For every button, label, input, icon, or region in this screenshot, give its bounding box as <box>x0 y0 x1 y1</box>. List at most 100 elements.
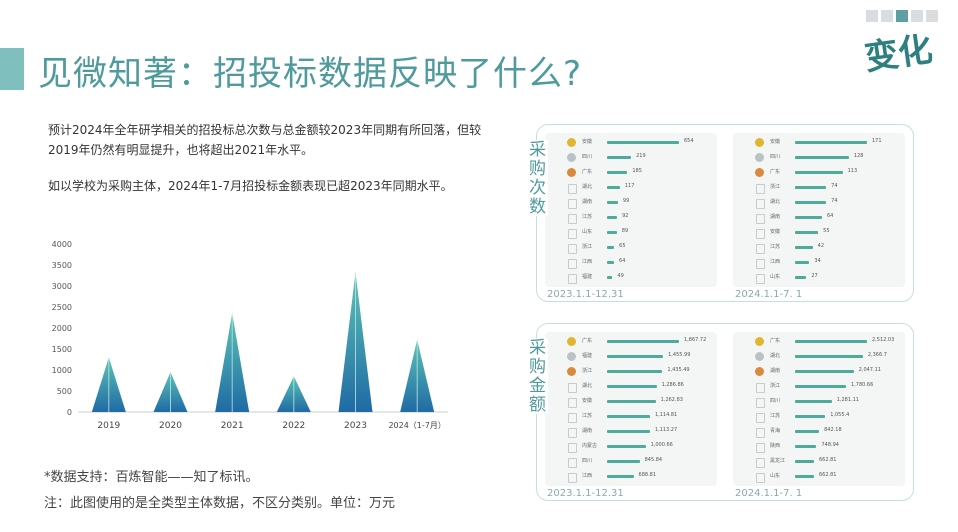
rank-row: 广东 185 <box>545 167 717 181</box>
rank-icon <box>568 413 577 423</box>
medal-icon <box>755 168 764 177</box>
rank-value: 171 <box>872 138 882 144</box>
rank-row: 安徽 171 <box>733 137 905 151</box>
rank-value: 1,113.27 <box>654 427 678 433</box>
rank-row: 青海 842.18 <box>733 426 905 440</box>
province-name: 内蒙古 <box>582 443 598 449</box>
y-tick-label: 3000 <box>52 282 72 291</box>
rank-bar <box>607 261 615 264</box>
rank-value: 1,281.11 <box>836 397 859 403</box>
medal-icon <box>567 168 576 177</box>
province-name: 青海 <box>770 428 781 434</box>
rank-row: 山东 662.81 <box>733 471 905 485</box>
rank-bar <box>607 141 679 144</box>
count-right-ranking: 安徽 171 四川 128 广东 113 浙江 74 湖北 74 湖南 64 安徽 55 江苏 42 江西 34 山… <box>733 133 905 287</box>
rank-value: 662.81 <box>818 457 837 463</box>
rank-icon <box>568 274 577 284</box>
rank-row: 浙江 65 <box>545 242 717 256</box>
rank-value: 185 <box>632 168 642 174</box>
rank-bar <box>795 261 810 264</box>
medal-icon <box>567 153 576 162</box>
paragraph-1: 预计2024年全年研学相关的招投标总次数与总金额较2023年同期有所回落，但较2… <box>48 123 482 157</box>
rank-value: 64 <box>826 213 834 219</box>
slide-dot-5[interactable] <box>926 10 938 22</box>
rank-bar <box>607 415 650 418</box>
rank-icon <box>756 184 765 194</box>
province-name: 山东 <box>770 274 781 280</box>
rank-row: 湖北 2,366.7 <box>733 351 905 365</box>
x-tick-label: 2024（1-7月） <box>388 421 445 430</box>
slide-dot-2[interactable] <box>881 10 893 22</box>
rank-value: 128 <box>853 153 864 159</box>
rank-row: 湖南 64 <box>733 212 905 226</box>
rank-value: 49 <box>617 273 624 279</box>
province-name: 广东 <box>770 169 781 175</box>
rank-value: 748.94 <box>821 442 839 448</box>
count-left-ranking: 安徽 654 四川 219 广东 185 湖北 117 湖南 99 江苏 92 山东 89 浙江 65 江西 64… <box>545 133 717 287</box>
title-accent-bar <box>0 48 24 90</box>
rank-row: 湖南 1,113.27 <box>545 426 717 440</box>
y-tick-label: 1000 <box>52 366 72 375</box>
rank-bar <box>795 460 814 463</box>
rank-icon <box>568 458 577 468</box>
amount-left-period: 2023.1.1-12.31 <box>547 488 624 499</box>
y-tick-label: 2500 <box>52 303 72 312</box>
rank-bar <box>795 355 863 358</box>
province-name: 浙江 <box>582 244 593 250</box>
rank-value: 2,512.03 <box>872 337 895 343</box>
province-name: 安徽 <box>582 398 593 404</box>
slide-nav-dots[interactable] <box>866 10 938 22</box>
rank-icon <box>756 229 765 239</box>
rank-row: 陕西 748.94 <box>733 441 905 455</box>
rank-row: 山东 89 <box>545 227 717 241</box>
rank-bar <box>607 385 657 388</box>
rank-value: 1,114.81 <box>654 412 678 418</box>
rank-icon <box>756 214 765 224</box>
rank-icon <box>756 413 765 423</box>
amount-right-period: 2024.1.1-7. 1 <box>735 488 803 499</box>
rank-bar <box>795 400 832 403</box>
province-name: 江苏 <box>770 244 781 250</box>
province-name: 安徽 <box>582 139 593 145</box>
y-tick-label: 2000 <box>52 324 72 333</box>
rank-icon <box>756 199 765 209</box>
rank-bar <box>795 246 813 249</box>
rank-icon <box>756 383 765 393</box>
rank-row: 山东 27 <box>733 272 905 286</box>
rank-icon <box>756 274 765 284</box>
rank-bar <box>795 156 849 159</box>
rank-row: 湖南 2,047.11 <box>733 366 905 380</box>
rank-value: 662.81 <box>818 472 837 478</box>
province-name: 安徽 <box>770 229 781 235</box>
logo: 变化 <box>862 29 935 79</box>
province-name: 广东 <box>770 338 781 344</box>
slide-dot-1[interactable] <box>866 10 878 22</box>
rank-icon <box>756 259 765 269</box>
slide-dot-3[interactable] <box>896 10 908 22</box>
medal-icon <box>567 352 576 361</box>
y-tick-label: 1500 <box>52 345 72 354</box>
rank-value: 92 <box>622 213 629 219</box>
province-name: 湖北 <box>770 353 781 359</box>
rank-value: 64 <box>619 258 626 264</box>
rank-value: 1,262.83 <box>660 397 683 403</box>
rank-bar <box>795 445 817 448</box>
province-name: 湖南 <box>770 214 781 220</box>
rank-row: 湖北 1,286.86 <box>545 381 717 395</box>
rank-bar <box>607 370 663 373</box>
rank-bar <box>607 156 632 159</box>
rank-row: 江苏 1,114.81 <box>545 411 717 425</box>
rank-bar <box>795 186 827 189</box>
rank-row: 安徽 55 <box>733 227 905 241</box>
province-name: 四川 <box>770 398 781 404</box>
count-left-period: 2023.1.1-12.31 <box>547 289 624 300</box>
slide-dot-4[interactable] <box>911 10 923 22</box>
province-name: 江苏 <box>582 413 593 419</box>
province-name: 福建 <box>582 353 593 359</box>
rank-bar <box>607 430 650 433</box>
province-name: 安徽 <box>770 139 781 145</box>
rank-bar <box>795 415 826 418</box>
rank-icon <box>756 473 765 483</box>
rank-value: 1,055.4 <box>830 412 850 418</box>
purchase-count-label: 采购次数 <box>523 140 548 216</box>
